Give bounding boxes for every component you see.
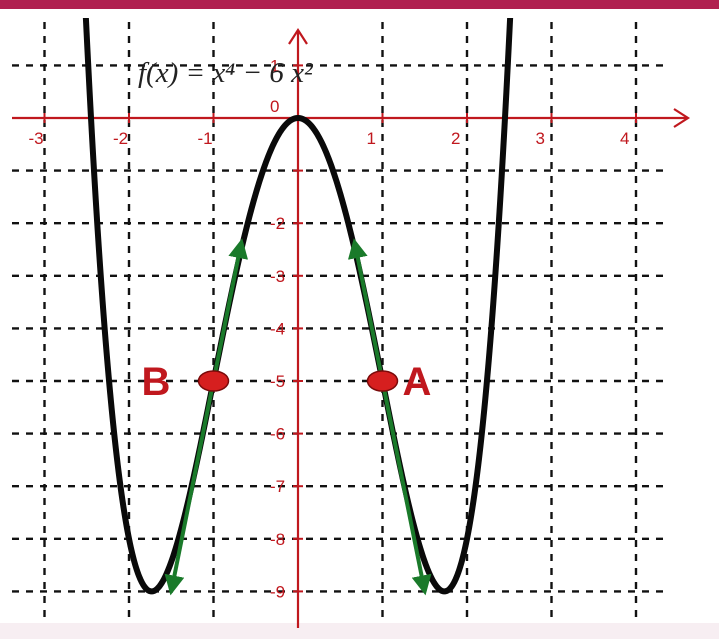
curve-layer: [82, 18, 514, 595]
label-layer: -3 -2 -1 1 2 3 4 1 0 -2 -3 -4 -5 -6 -7 -8 -9 A B: [29, 56, 630, 601]
x-tick-label: -2: [113, 129, 128, 148]
y-tick-label: 1: [270, 56, 279, 75]
x-tick-label: 1: [367, 129, 376, 148]
x-tick-label: -3: [29, 129, 44, 148]
y-tick-label: -5: [270, 372, 285, 391]
point-label-B: B: [142, 360, 171, 404]
top-border-bar: [0, 0, 719, 9]
y-tick-label: -4: [270, 319, 285, 338]
curve-f: [82, 18, 514, 595]
x-tick-label: -1: [198, 129, 213, 148]
y-tick-label: -2: [270, 214, 285, 233]
y-tick-label: -6: [270, 425, 285, 444]
axes: [12, 27, 691, 628]
point-label-A: A: [403, 360, 432, 404]
y-tick-label: -8: [270, 530, 285, 549]
bottom-band: [0, 623, 719, 639]
x-tick-label: 4: [620, 129, 629, 148]
function-formula: f(x) = x⁴ − 6 x²: [138, 57, 314, 89]
y-tick-label: -9: [270, 582, 285, 601]
y-tick-label: -3: [270, 267, 285, 286]
x-tick-label: 3: [536, 129, 545, 148]
y-axis-arrow: [288, 27, 308, 45]
tangent-layer: [164, 238, 432, 596]
tangent-line-B: [164, 238, 249, 596]
y-tick-label: -7: [270, 477, 285, 496]
x-axis-arrow: [673, 108, 691, 128]
tangent-line-A: [347, 238, 432, 596]
point-A: [366, 370, 399, 392]
point-B: [197, 370, 230, 392]
x-tick-label: 2: [451, 129, 460, 148]
y-tick-label: 0: [270, 97, 279, 116]
grid: [12, 22, 670, 620]
point-layer: [197, 370, 399, 392]
